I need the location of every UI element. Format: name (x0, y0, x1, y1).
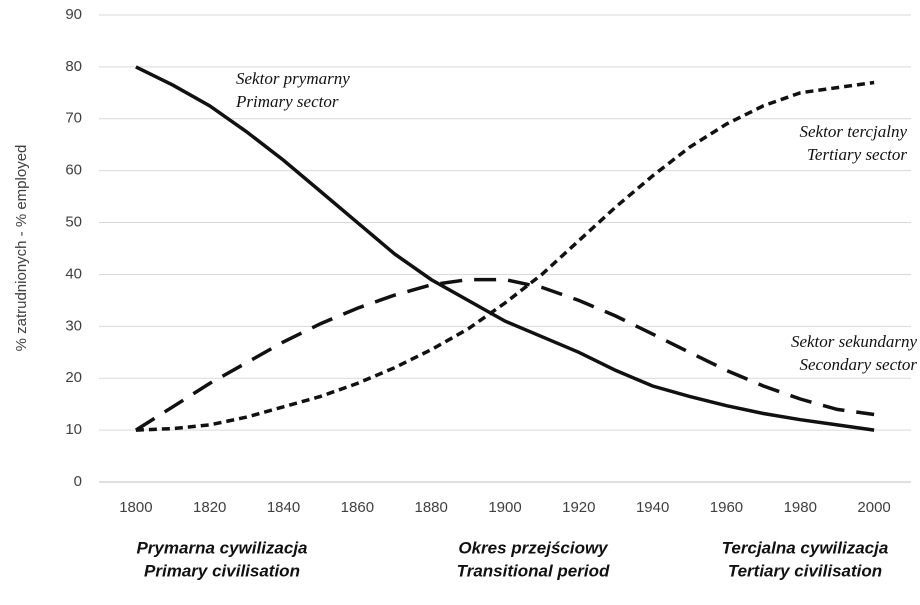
y-tick-label: 20 (65, 369, 82, 386)
series-label: Secondary sector (799, 355, 917, 374)
x-tick-label: 1920 (562, 499, 595, 516)
x-tick-label: 1900 (488, 499, 521, 516)
series-label: Tertiary sector (807, 145, 907, 164)
x-tick-label: 1940 (636, 499, 669, 516)
x-tick-label: 2000 (857, 499, 890, 516)
y-tick-label: 50 (65, 214, 82, 231)
period-label: Tertiary civilisation (728, 561, 882, 580)
x-tick-label: 1880 (414, 499, 447, 516)
series-label: Sektor sekundarny (791, 332, 918, 351)
x-tick-label: 1840 (267, 499, 300, 516)
y-tick-label: 0 (74, 473, 82, 490)
x-tick-label: 1800 (119, 499, 152, 516)
y-tick-label: 30 (65, 317, 82, 334)
series-label: Sektor tercjalny (800, 122, 908, 141)
period-label: Transitional period (457, 561, 610, 580)
period-label: Primary civilisation (144, 561, 300, 580)
period-label: Prymarna cywilizacja (136, 538, 307, 557)
y-tick-label: 80 (65, 58, 82, 75)
line-series (135, 65, 875, 432)
line-series (135, 80, 875, 432)
y-tick-label: 70 (65, 110, 82, 127)
y-tick-label: 90 (65, 6, 82, 23)
x-tick-label: 1980 (784, 499, 817, 516)
period-label: Tercjalna cywilizacja (722, 538, 889, 557)
x-tick-label: 1820 (193, 499, 226, 516)
series-label: Sektor prymarny (236, 69, 350, 88)
series-label: Primary sector (235, 92, 339, 111)
y-axis-label: % zatrudnionych - % employed (13, 145, 30, 352)
x-tick-label: 1960 (710, 499, 743, 516)
y-tick-label: 60 (65, 162, 82, 179)
y-tick-label: 40 (65, 265, 82, 282)
period-label: Okres przejściowy (458, 538, 609, 557)
y-tick-label: 10 (65, 421, 82, 438)
line-series (134, 277, 875, 432)
x-tick-label: 1860 (341, 499, 374, 516)
